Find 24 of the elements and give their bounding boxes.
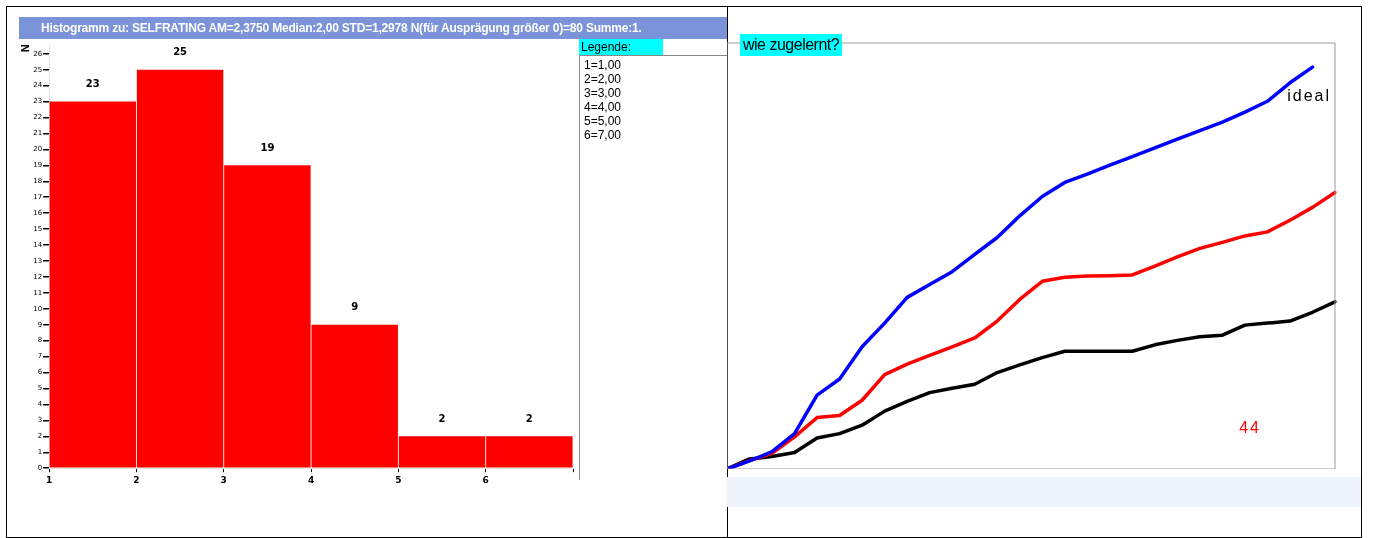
annotation: ideal	[1287, 87, 1331, 105]
data-label: 2	[525, 412, 533, 424]
text: 1=1,00	[584, 58, 623, 72]
data-label: 19	[260, 141, 275, 153]
x-tick-label: 2	[133, 474, 140, 485]
data-label: 25	[173, 46, 188, 58]
chart-title: wie zugelernt?	[740, 34, 843, 56]
y-axis-title: N	[18, 44, 31, 53]
x-tick-label: 6	[482, 474, 489, 485]
text: 2=2,00	[584, 72, 623, 86]
text: 4=4,00	[584, 100, 623, 114]
x-tick-label: 4	[307, 474, 315, 485]
legend-title: Legende:	[579, 39, 663, 55]
data-label: 2	[438, 412, 446, 424]
x-tick-label: 3	[220, 474, 227, 485]
annotation: 44	[1239, 419, 1261, 437]
text: 5=5,00	[584, 114, 623, 128]
text: 6=7,00	[584, 128, 623, 142]
x-tick-label: 5	[395, 474, 402, 485]
data-label: 23	[85, 78, 100, 90]
chart-title: Histogramm zu: SELFRATING AM=2,3750 Median:2,00 STD=1,2978 N(für Ausprägung größer 0)=80 Summe:1.	[19, 17, 727, 39]
data-label: 9	[351, 301, 359, 313]
x-tick-label: 1	[45, 474, 53, 485]
text: 3=3,00	[584, 86, 623, 100]
